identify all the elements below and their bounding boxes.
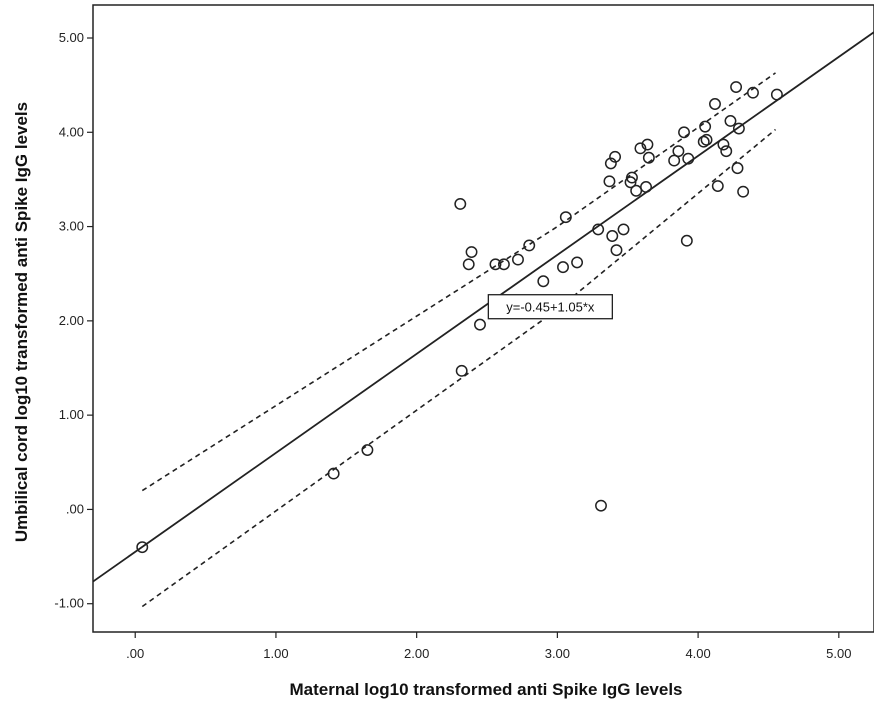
data-point <box>697 135 710 148</box>
data-point <box>462 258 475 271</box>
x-tick-label: 2.00 <box>404 646 429 661</box>
y-tick-label: 3.00 <box>59 219 84 234</box>
data-point <box>717 138 730 151</box>
data-point <box>672 145 685 158</box>
data-point <box>609 150 622 163</box>
data-point <box>641 138 654 151</box>
data-point <box>747 86 759 99</box>
data-point <box>606 230 619 242</box>
data-point <box>603 175 616 188</box>
data-point <box>624 176 637 189</box>
regression-line <box>93 31 874 583</box>
data-point <box>604 157 617 170</box>
y-tick-label: 5.00 <box>59 30 84 45</box>
y-tick-label: 4.00 <box>59 124 84 139</box>
data-point <box>559 211 572 224</box>
data-point <box>592 223 605 236</box>
data-point <box>136 541 149 554</box>
data-point <box>642 151 655 164</box>
data-point <box>523 239 536 252</box>
data-point <box>732 122 745 135</box>
x-tick-label: 4.00 <box>685 646 710 661</box>
data-point <box>680 234 693 247</box>
x-tick-label: .00 <box>126 646 144 661</box>
x-tick-label: 1.00 <box>263 646 288 661</box>
data-point <box>617 223 630 236</box>
data-point <box>512 253 524 266</box>
data-point <box>730 81 743 93</box>
data-point <box>720 145 733 158</box>
data-point <box>634 142 647 155</box>
x-axis-title: Maternal log10 transformed anti Spike Ig… <box>289 680 682 699</box>
data-point <box>610 244 623 257</box>
data-point <box>361 444 374 456</box>
y-tick-label: -1.00 <box>54 596 84 611</box>
y-tick-label: 1.00 <box>59 407 84 422</box>
data-point <box>709 98 721 110</box>
data-point <box>327 467 340 480</box>
equation-label: y=-0.45+1.05*x <box>506 300 595 315</box>
plot-frame <box>92 4 874 633</box>
data-point <box>668 154 681 167</box>
confidence-band-upper <box>141 72 776 492</box>
data-point <box>682 152 695 165</box>
data-point <box>474 318 486 331</box>
data-point <box>699 120 712 133</box>
x-tick-label: 5.00 <box>826 646 851 661</box>
data-point <box>724 115 737 127</box>
data-point <box>711 180 724 192</box>
y-axis-title: Umbilical cord log10 transformed anti Sp… <box>12 102 31 542</box>
data-point <box>571 256 584 269</box>
data-point <box>557 261 569 274</box>
data-point <box>497 258 510 271</box>
data-point <box>454 197 467 210</box>
y-tick-label: .00 <box>66 501 84 516</box>
data-point <box>626 171 638 184</box>
data-point <box>640 181 652 193</box>
data-point <box>537 275 550 288</box>
x-tick-label: 3.00 <box>545 646 570 661</box>
data-point <box>630 184 643 197</box>
data-point <box>770 88 783 101</box>
data-point <box>737 185 750 198</box>
data-point <box>489 258 502 271</box>
data-point <box>465 246 478 258</box>
data-point <box>700 133 713 146</box>
y-tick-label: 2.00 <box>59 313 84 328</box>
data-point <box>678 126 690 139</box>
data-point <box>455 364 468 377</box>
data-point <box>731 162 744 175</box>
data-point <box>595 499 607 512</box>
confidence-band-lower <box>141 128 777 608</box>
equation-box <box>487 294 613 320</box>
